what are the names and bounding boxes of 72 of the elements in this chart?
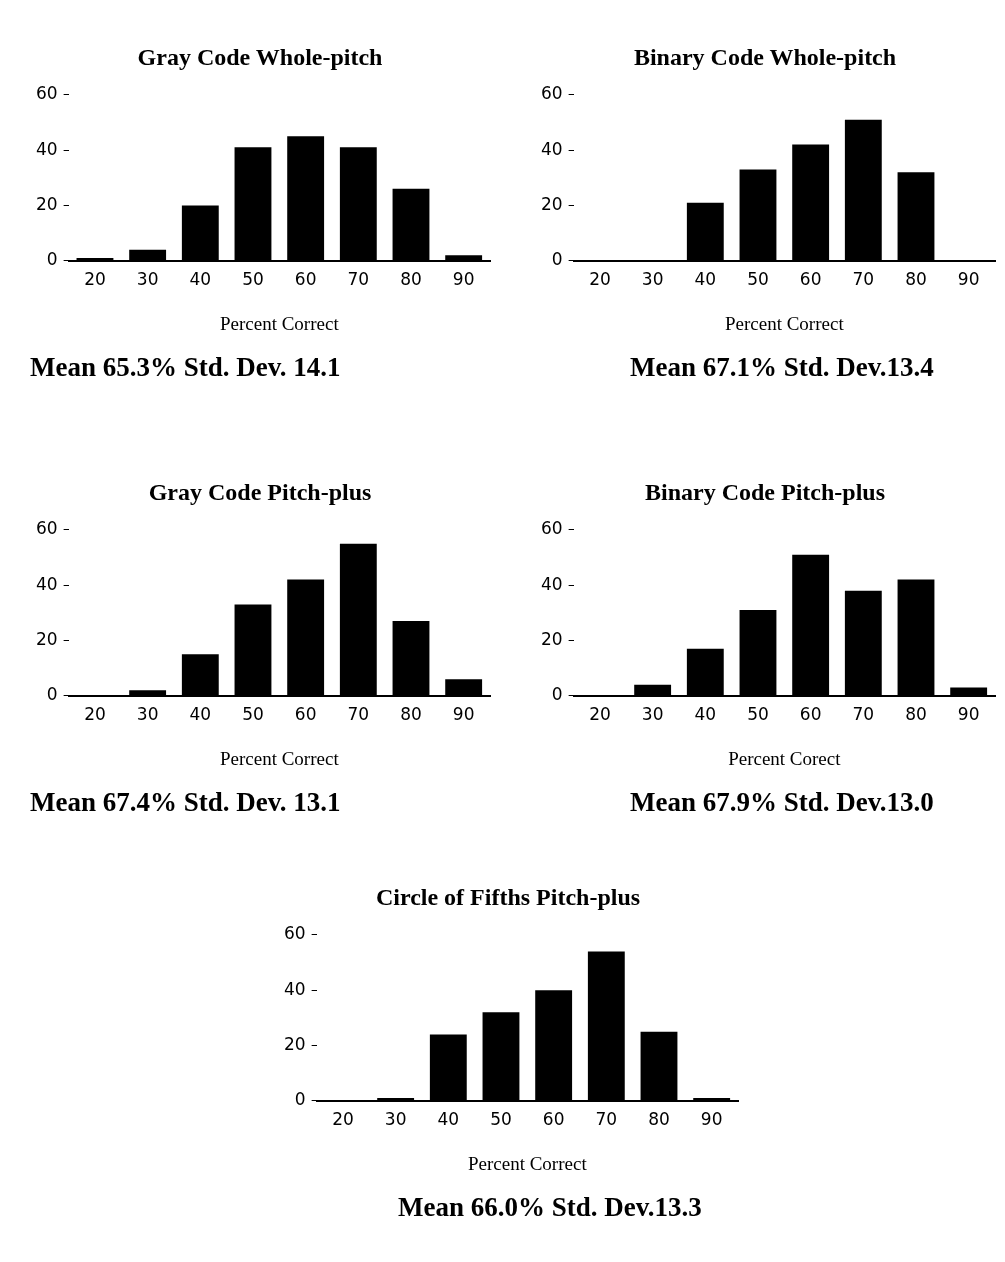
y-tick-label: 20: [540, 193, 563, 214]
y-tick-label: 20: [35, 628, 58, 649]
chart-title: Binary Code Whole-pitch: [633, 43, 897, 70]
x-tick-label: 40: [437, 1109, 460, 1130]
text: Mean 66.0% Std. Dev.13.3: [397, 1192, 703, 1223]
x-tick-label: 30: [136, 704, 159, 725]
x-tick-label: 90: [957, 704, 980, 725]
x-tick-label: 20: [84, 704, 106, 725]
text: Mean 65.3% Std. Dev. 14.1: [29, 352, 342, 383]
x-tick-label: 50: [242, 269, 264, 290]
x-tick-label: 20: [589, 269, 611, 290]
x-tick-label: 50: [242, 704, 264, 725]
text: Mean 67.4% Std. Dev. 13.1: [29, 787, 342, 818]
x-tick-label: 90: [452, 704, 475, 725]
chart-title: Gray Code Whole-pitch: [137, 43, 383, 70]
x-axis-title: Percent Correct: [219, 747, 340, 769]
x-tick-label: 90: [700, 1109, 723, 1130]
x-tick-label: 20: [332, 1109, 354, 1130]
y-tick-label: 60: [540, 518, 563, 539]
text: Mean 67.1% Std. Dev.13.4: [629, 352, 935, 383]
y-tick-label: 40: [540, 138, 563, 159]
y-tick-label: 20: [540, 628, 563, 649]
y-tick-label: 40: [540, 573, 563, 594]
x-tick-label: 70: [852, 269, 875, 290]
y-tick-label: 0: [294, 1089, 306, 1110]
x-tick-label: 70: [347, 269, 370, 290]
y-tick-label: 0: [46, 684, 58, 705]
y-tick-label: 0: [551, 249, 563, 270]
y-tick-label: 40: [283, 978, 306, 999]
x-axis-title: Percent Correct: [219, 312, 340, 334]
x-axis-title: Percent Correct: [467, 1152, 588, 1174]
x-tick-label: 50: [747, 704, 769, 725]
y-tick-label: 40: [35, 138, 58, 159]
x-tick-label: 70: [852, 704, 875, 725]
x-tick-label: 80: [400, 269, 422, 290]
x-tick-label: 30: [136, 269, 159, 290]
y-tick-label: 60: [283, 923, 306, 944]
x-tick-label: 90: [957, 269, 980, 290]
x-axis-title: Percent Corect: [728, 747, 842, 769]
x-tick-label: 80: [905, 704, 927, 725]
x-axis-title: Percent Correct: [724, 312, 845, 334]
y-tick-label: 0: [46, 249, 58, 270]
y-tick-label: 20: [283, 1033, 306, 1054]
y-tick-label: 20: [35, 193, 58, 214]
x-tick-label: 80: [400, 704, 422, 725]
x-tick-label: 20: [84, 269, 106, 290]
y-tick-label: 60: [35, 518, 58, 539]
x-tick-label: 20: [589, 704, 611, 725]
x-tick-label: 40: [189, 269, 212, 290]
x-tick-label: 80: [648, 1109, 670, 1130]
y-tick-label: 40: [35, 573, 58, 594]
x-tick-label: 50: [747, 269, 769, 290]
x-tick-label: 30: [641, 269, 664, 290]
y-tick-label: 60: [35, 83, 58, 104]
x-tick-label: 70: [347, 704, 370, 725]
x-tick-label: 70: [595, 1109, 618, 1130]
chart-title: Binary Code Pitch-plus: [644, 478, 886, 505]
x-tick-label: 30: [641, 704, 664, 725]
x-tick-label: 40: [694, 704, 717, 725]
x-tick-label: 50: [490, 1109, 512, 1130]
x-tick-label: 60: [799, 704, 822, 725]
x-tick-label: 30: [384, 1109, 407, 1130]
x-tick-label: 60: [799, 269, 822, 290]
x-tick-label: 40: [189, 704, 212, 725]
y-tick-label: 60: [540, 83, 563, 104]
chart-title: Circle of Fifths Pitch-plus: [375, 883, 641, 910]
x-tick-label: 80: [905, 269, 927, 290]
text: Mean 67.9% Std. Dev.13.0: [629, 787, 935, 818]
y-tick-label: 0: [551, 684, 563, 705]
chart-title: Gray Code Pitch-plus: [148, 478, 372, 505]
x-tick-label: 40: [694, 269, 717, 290]
x-tick-label: 90: [452, 269, 475, 290]
